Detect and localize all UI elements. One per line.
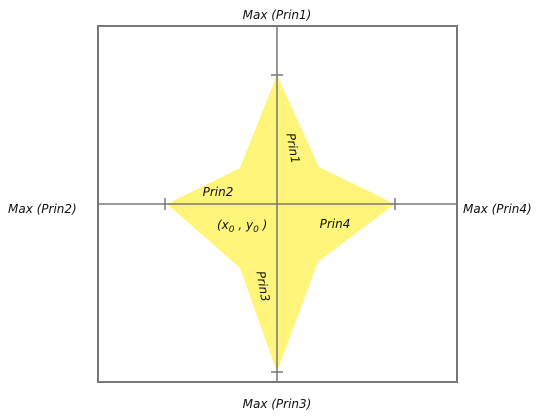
center-comma: , y [235,218,254,232]
center-sub-x: 0 [229,225,235,235]
label-max-prin3: Max (Prin3) [243,397,312,411]
label-prin3: Prin3 [253,270,272,303]
label-max-prin4: Max (Prin4) [463,202,532,216]
label-prin1: Prin1 [283,132,302,165]
label-prin4: Prin4 [320,217,351,231]
label-center-point: (x0 , y0 ) [217,218,267,235]
label-max-prin1: Max (Prin1) [243,8,312,22]
label-prin2: Prin2 [203,185,234,199]
center-close: ) [259,218,268,232]
star-region [167,75,395,372]
center-sub-y: 0 [253,225,259,235]
center-open: (x [217,218,230,232]
label-max-prin2: Max (Prin2) [8,202,77,216]
